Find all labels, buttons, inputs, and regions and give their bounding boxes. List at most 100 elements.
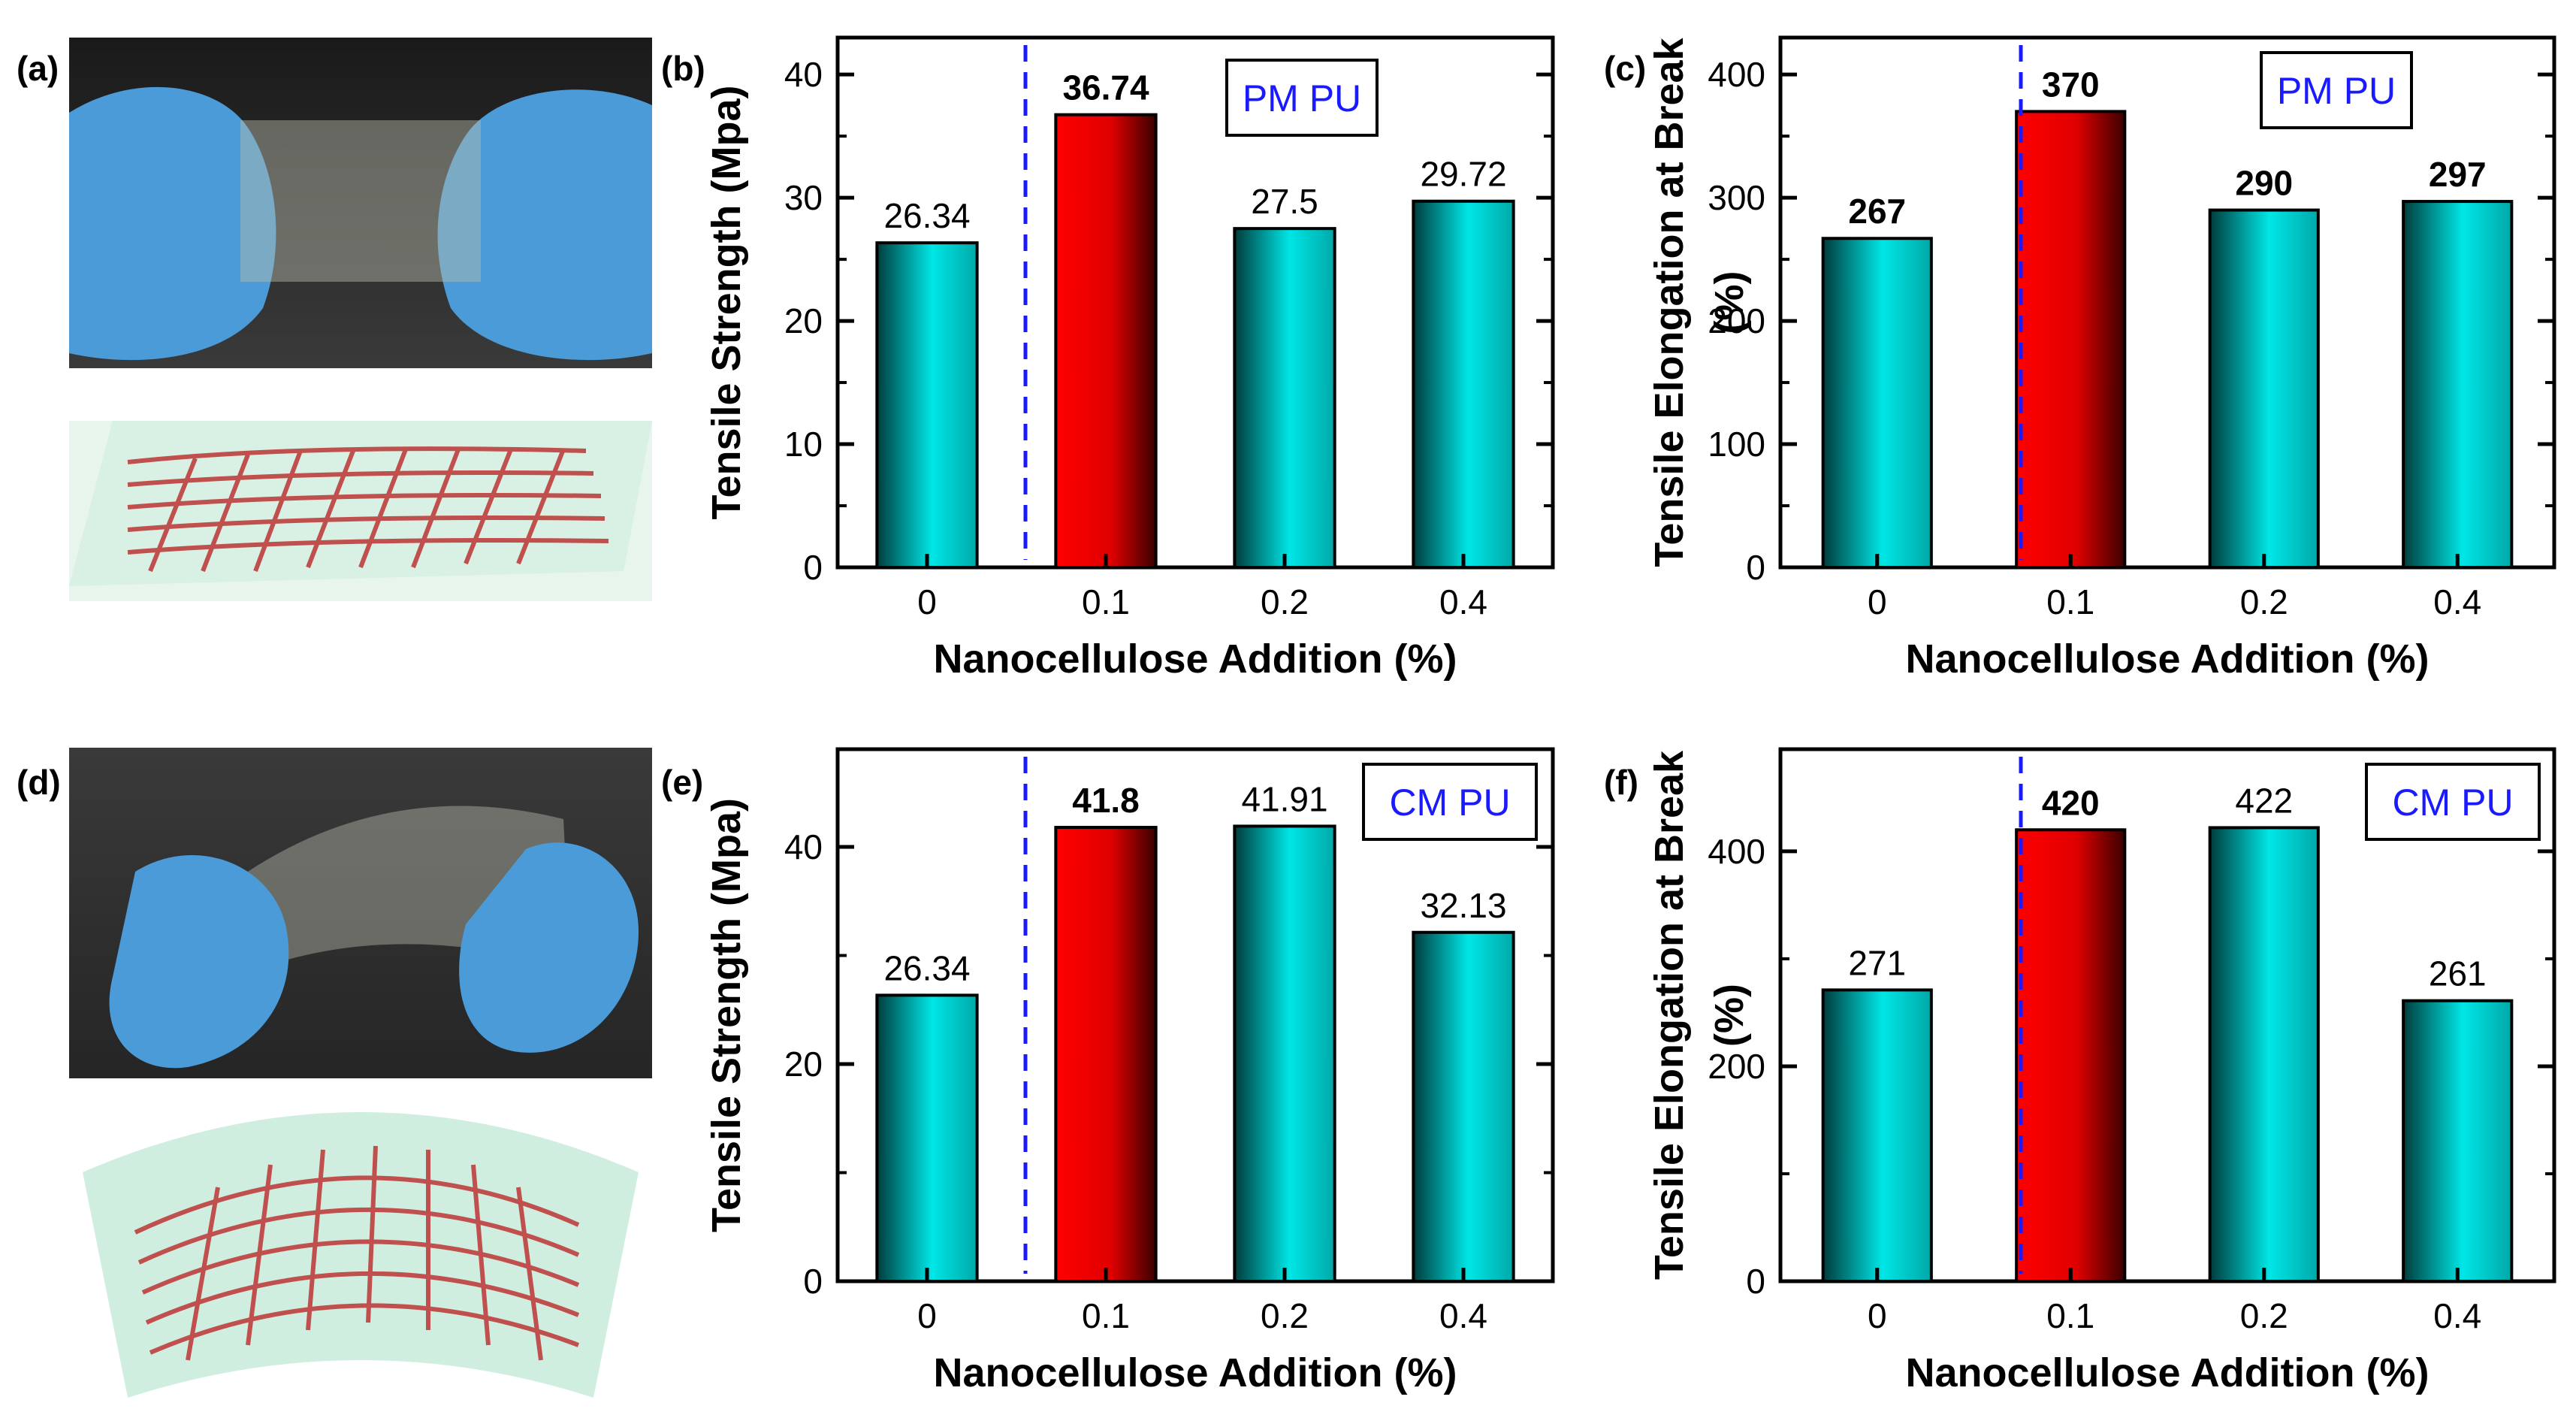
data-label: 422 — [2235, 781, 2293, 820]
y-tick-label: 300 — [1708, 178, 1765, 217]
data-label: 36.74 — [1062, 68, 1149, 107]
bar-0-2 — [2208, 826, 2320, 1283]
y-axis-title-unit: (%) — [1707, 984, 1752, 1047]
x-tick-label: 0.4 — [1439, 1296, 1487, 1335]
y-tick-label: 200 — [1708, 1047, 1765, 1086]
data-label: 297 — [2429, 155, 2487, 194]
legend-box — [2260, 51, 2413, 129]
chart-b-pm-pu-tensile-strength: 0 10 20 30 40 0 26.34 0.1 36.74 0.2 27.5 0.4 29.72 PM… — [704, 35, 1555, 682]
x-tick-label: 0.2 — [1261, 1296, 1309, 1335]
panel-label-e: (e) — [661, 763, 703, 802]
plot-frame — [1778, 747, 2556, 1283]
x-tick-label: 0.2 — [2240, 582, 2288, 621]
chart-c-pm-pu-elongation: 0 100 200 300 400 0 267 0.1 370 0.2 290 0.4 297 PM PU… — [1647, 35, 2556, 682]
x-tick-label: 0.1 — [1082, 582, 1130, 621]
x-tick-label: 0.4 — [2433, 1296, 2481, 1335]
data-label: 27.5 — [1251, 182, 1318, 221]
bar-0-4 — [1412, 930, 1515, 1283]
data-label: 26.34 — [883, 948, 970, 987]
y-tick-label: 0 — [1746, 548, 1765, 587]
y-tick-label: 0 — [803, 1262, 823, 1301]
data-label: 41.91 — [1241, 779, 1327, 818]
legend-text: CM PU — [1389, 782, 1510, 824]
chart-e-cm-pu-tensile-strength: 0 20 40 0 26.34 0.1 41.8 0.2 41.91 0.4 32.13 CM PU N… — [704, 747, 1555, 1395]
y-tick-label: 0 — [803, 548, 823, 587]
panel-label-f: (f) — [1604, 763, 1638, 802]
x-tick-label: 0.1 — [2046, 1296, 2094, 1335]
x-axis-title: Nanocellulose Addition (%) — [1905, 636, 2429, 682]
bar-0-1 — [1054, 113, 1158, 569]
bar-0 — [1821, 988, 1933, 1283]
y-tick-label: 40 — [784, 55, 823, 94]
x-tick-label: 0 — [1868, 582, 1887, 621]
x-tick-label: 0.1 — [2046, 582, 2094, 621]
data-label: 267 — [1848, 192, 1906, 231]
x-tick-label: 0 — [1868, 1296, 1887, 1335]
y-tick-label: 20 — [784, 1045, 823, 1084]
bent-film-photo-icon — [69, 748, 652, 1078]
bar-0 — [875, 993, 979, 1283]
x-axis-title: Nanocellulose Addition (%) — [1905, 1350, 2429, 1395]
y-tick-label: 20 — [784, 301, 823, 340]
legend-box — [2365, 763, 2541, 841]
legend-text: PM PU — [1243, 77, 1361, 119]
bar-0-2 — [2208, 208, 2320, 569]
y-axis-title: Tensile Elongation at Break — [1647, 750, 1692, 1280]
y-axis-title: Tensile Strength (Mpa) — [704, 85, 749, 519]
flat-film-photo-icon — [69, 38, 652, 368]
panel-label-c: (c) — [1604, 49, 1646, 88]
bar-0 — [875, 241, 979, 569]
flat-fiber-network-icon — [69, 421, 652, 601]
bar-0-1 — [2015, 828, 2127, 1283]
legend-text: CM PU — [2392, 782, 2513, 824]
panel-label-d: (d) — [17, 763, 61, 802]
data-label: 271 — [1848, 943, 1906, 982]
y-axis-title: Tensile Elongation at Break — [1647, 37, 1692, 567]
data-label: 370 — [2042, 65, 2100, 104]
legend-box — [1225, 59, 1379, 137]
plot-frame — [835, 747, 1555, 1283]
data-label: 26.34 — [883, 196, 970, 235]
photo-panel-d: (d) — [17, 748, 652, 1398]
data-label: 261 — [2429, 954, 2487, 993]
x-tick-label: 0.2 — [1261, 582, 1309, 621]
data-label: 41.8 — [1072, 781, 1140, 820]
x-tick-label: 0 — [917, 1296, 937, 1335]
panel-label-b: (b) — [661, 49, 705, 88]
x-axis-title: Nanocellulose Addition (%) — [933, 636, 1457, 682]
bar-0-2 — [1233, 227, 1336, 569]
photo-panel-a: (a) — [17, 38, 652, 601]
bar-0-1 — [2015, 110, 2127, 570]
y-tick-label: 100 — [1708, 425, 1765, 464]
y-tick-label: 400 — [1708, 55, 1765, 94]
bar-0-1 — [1054, 826, 1158, 1283]
data-label: 420 — [2042, 783, 2100, 822]
bar-0-4 — [2402, 200, 2514, 569]
x-tick-label: 0.1 — [1082, 1296, 1130, 1335]
bar-0-2 — [1233, 824, 1336, 1283]
chart-f-cm-pu-elongation: 0 200 400 0 271 0.1 420 0.2 422 0.4 261 CM PU Nanoce… — [1647, 747, 2556, 1395]
y-tick-label: 400 — [1708, 832, 1765, 871]
legend-box — [1362, 763, 1538, 841]
x-tick-label: 0.4 — [1439, 582, 1487, 621]
y-tick-label: 30 — [784, 178, 823, 217]
x-tick-label: 0.4 — [2433, 582, 2481, 621]
y-tick-label: 200 — [1708, 301, 1765, 340]
x-axis-title: Nanocellulose Addition (%) — [933, 1350, 1457, 1395]
y-axis-title: Tensile Strength (Mpa) — [704, 798, 749, 1232]
y-tick-label: 10 — [784, 425, 823, 464]
bent-fiber-network-icon — [83, 1112, 639, 1398]
plot-frame — [835, 35, 1555, 570]
x-tick-label: 0.2 — [2240, 1296, 2288, 1335]
data-label: 29.72 — [1420, 155, 1506, 194]
y-axis-title-unit: (%) — [1707, 271, 1752, 334]
data-label: 290 — [2235, 164, 2293, 203]
x-tick-label: 0 — [917, 582, 937, 621]
panel-label-a: (a) — [17, 49, 59, 88]
plot-frame — [1778, 35, 2556, 570]
y-tick-label: 40 — [784, 827, 823, 866]
legend-text: PM PU — [2277, 70, 2396, 112]
data-label: 32.13 — [1420, 886, 1506, 925]
y-tick-label: 0 — [1746, 1262, 1765, 1301]
